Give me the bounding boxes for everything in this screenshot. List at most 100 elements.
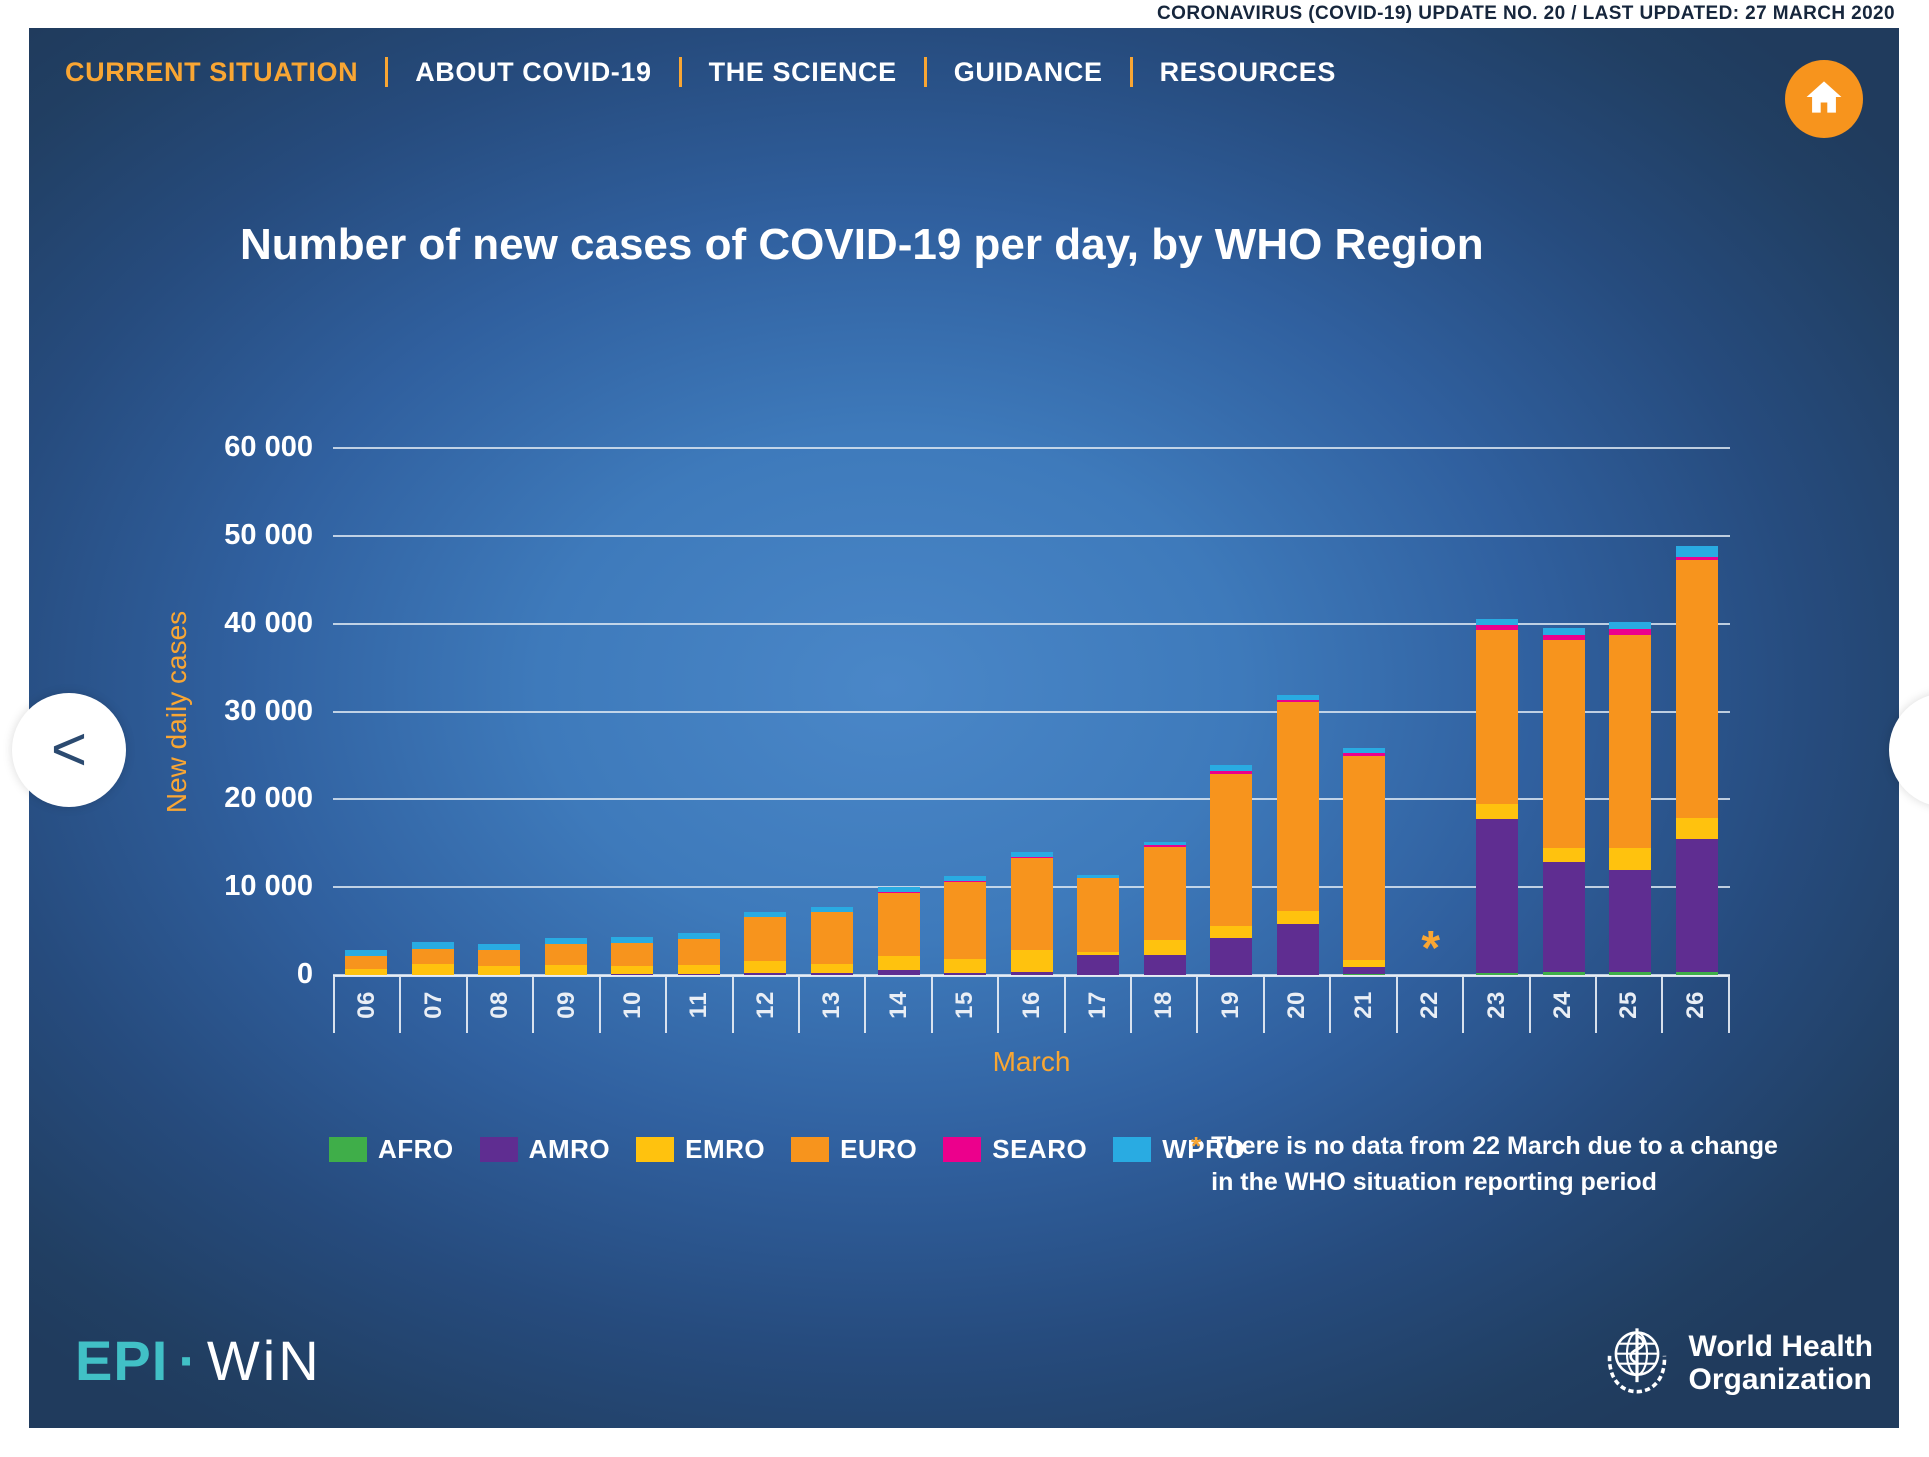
bar-day-16 [1010,851,1053,975]
bar-segment-WPRO [1143,841,1186,845]
bar-segment-EURO [611,943,654,966]
plot-area: 60 000 50 000 40 000 30 000 20 000 10 000 0 * [224,431,1730,990]
bar-segment-SEARO [1143,844,1186,847]
bar-segment-AMRO [1010,971,1053,975]
next-slide-button[interactable]: > [1889,693,1929,807]
x-tick-cell-13: 13 [797,977,864,1033]
chart-title: Number of new cases of COVID-19 per day,… [240,220,1484,269]
day-cell-19 [1198,448,1265,975]
bar-day-23 [1476,619,1519,975]
who-logo: World Health Organization [1599,1322,1873,1403]
footnote-line-1: There is no data from 22 March due to a … [1211,1132,1778,1160]
bar-segment-EURO [1609,634,1652,848]
bar-segment-WPRO [1343,748,1386,754]
nav-item-current-situation[interactable]: CURRENT SITUATION [65,56,359,87]
x-tick-label: 19 [1216,991,1244,1019]
x-tick-cell-23: 23 [1462,977,1528,1033]
x-tick-label: 12 [751,991,779,1019]
epiwin-logo-win: WiN [206,1329,322,1392]
gridline [333,534,1730,537]
previous-slide-button[interactable]: < [12,693,126,807]
x-tick-label: 24 [1548,991,1576,1019]
bar-segment-EURO [1343,755,1386,960]
bar-segment-AMRO [744,973,787,975]
home-button[interactable] [1785,60,1863,138]
bar-day-15 [944,876,987,975]
x-tick-label: 22 [1415,991,1443,1019]
x-tick-label: 18 [1150,991,1178,1019]
bar-segment-EURO [1476,630,1519,805]
bar-segment-AMRO [1476,819,1519,973]
bar-segment-EURO [411,948,454,964]
day-cell-24 [1531,448,1598,975]
legend-swatch-AFRO [329,1137,367,1162]
bar-segment-AMRO [1609,870,1652,973]
x-tick-label: 08 [486,991,514,1019]
legend-label-AMRO: AMRO [528,1134,611,1164]
bar-segment-EMRO [1077,952,1120,955]
x-tick-cell-22: 22 [1395,977,1462,1033]
bar-segment-SEARO [1609,629,1652,635]
main-canvas: CURRENT SITUATION ABOUT COVID-19 THE SCI… [12,28,1929,1428]
nav-item-about-covid-19[interactable]: ABOUT COVID-19 [415,56,652,87]
footnote-asterisk: * [1191,1131,1202,1161]
x-tick-cell-06: 06 [333,977,399,1033]
bar-segment-EMRO [877,956,920,971]
bar-segment-EURO [1210,773,1253,926]
x-tick-label: 11 [685,991,713,1019]
nav-item-resources[interactable]: RESOURCES [1159,56,1336,87]
gridline [333,447,1730,449]
y-tick-label: 60 000 [224,431,313,463]
bar-segment-AMRO [677,974,720,975]
bar-segment-AFRO [1542,972,1585,975]
chart-legend: AFRO AMRO EMRO EURO SEARO WPRO [329,1134,1271,1165]
nav-item-the-science[interactable]: THE SCIENCE [708,56,897,87]
x-tick-cell-07: 07 [399,977,465,1033]
bar-segment-EURO [1077,877,1120,952]
legend-item-AMRO: AMRO [479,1134,611,1165]
x-tick-label: 14 [884,991,912,1019]
legend-swatch-EURO [791,1137,830,1162]
bar-segment-EURO [1542,639,1585,848]
x-axis-tick-row: 06 07 08 09 10 11 12 13 14 15 16 17 18 19 20 21 22 23 24 25… [333,975,1730,1033]
who-emblem-icon [1599,1322,1675,1403]
x-tick-label: 23 [1482,991,1510,1019]
day-cell-21 [1331,448,1398,975]
bar-segment-EMRO [1010,950,1053,972]
x-tick-label: 15 [951,991,979,1019]
bar-segment-AMRO [1343,966,1386,975]
x-tick-cell-21: 21 [1329,977,1395,1033]
gridline [333,622,1730,625]
bar-segment-WPRO [877,886,920,893]
x-tick-cell-26: 26 [1661,977,1730,1033]
bar-segment-WPRO [1077,874,1120,878]
bar-segment-AMRO [1210,938,1253,975]
nav-separator [1129,57,1133,87]
bar-day-25 [1609,622,1652,975]
x-tick-cell-19: 19 [1196,977,1262,1033]
bar-segment-WPRO [1210,764,1253,771]
bar-segment-AFRO [1343,974,1386,975]
epiwin-logo-epi: EPI [75,1329,169,1392]
bar-segment-EURO [677,939,720,966]
x-tick-label: 16 [1017,991,1045,1019]
day-cell-20 [1264,448,1331,975]
bar-segment-EURO [744,917,787,962]
legend-label-EMRO: EMRO [685,1134,766,1164]
bar-segment-EMRO [544,964,587,975]
day-cell-13 [799,448,866,975]
bar-segment-EMRO [478,965,521,975]
day-cell-08 [466,448,533,975]
bar-segment-EURO [1010,858,1053,951]
day-cell-17 [1065,448,1132,975]
footnote-text: There is no data from 22 March due to a … [1211,1128,1778,1200]
x-tick-cell-14: 14 [864,977,930,1033]
bar-segment-EMRO [1143,940,1186,955]
legend-swatch-SEARO [943,1137,982,1162]
bar-segment-EMRO [1609,847,1652,871]
legend-item-WPRO: WPRO [1113,1134,1245,1165]
nav-item-guidance[interactable]: GUIDANCE [953,56,1103,87]
epiwin-logo-dot: · [178,1329,197,1392]
bar-day-20 [1276,695,1319,975]
x-axis-title: March [992,1046,1071,1077]
